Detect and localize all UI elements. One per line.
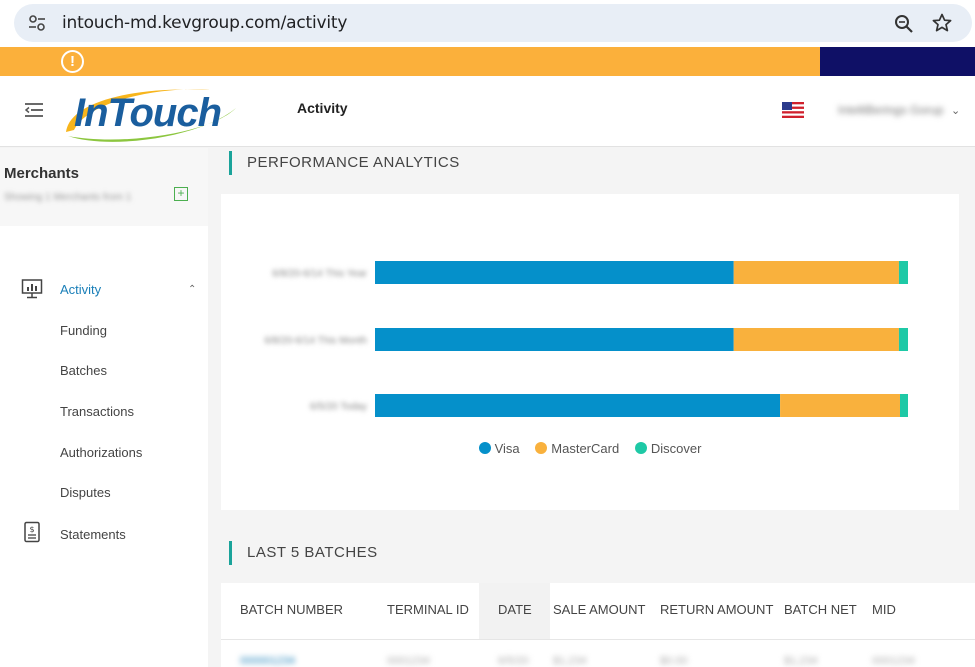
table-divider	[221, 639, 975, 640]
bar-segment-discover[interactable]	[898, 328, 908, 351]
bar-segment-mastercard[interactable]	[733, 261, 899, 284]
sidebar-item-transactions[interactable]: Transactions	[60, 404, 134, 419]
column-header-sale-amount[interactable]: SALE AMOUNT	[553, 602, 646, 617]
bar-segment-mastercard[interactable]	[780, 394, 901, 417]
merchants-count: Showing 1 Merchants from 1	[4, 192, 132, 203]
sidebar-item-authorizations[interactable]: Authorizations	[60, 445, 143, 460]
legend-item-visa[interactable]: Visa	[478, 441, 520, 456]
column-header-batch-net[interactable]: BATCH NET	[784, 602, 857, 617]
table-cell-sale-amount: $1,234	[553, 655, 587, 667]
statement-icon: $	[24, 521, 40, 543]
legend-dot-icon	[478, 442, 491, 454]
us-flag-icon[interactable]	[782, 102, 804, 118]
legend-dot-icon	[535, 442, 548, 454]
sidebar-item-statements[interactable]: Statements	[60, 527, 126, 542]
performance-analytics-title: PERFORMANCE ANALYTICS	[247, 154, 460, 171]
bar-segment-mastercard[interactable]	[733, 328, 899, 351]
section-accent-bar	[229, 541, 232, 565]
sidebar-item-funding[interactable]: Funding	[60, 323, 107, 338]
browser-toolbar: intouch-md.kevgroup.com/activity	[0, 0, 975, 47]
table-cell-terminal-id: 0001234	[387, 655, 430, 667]
address-bar[interactable]: intouch-md.kevgroup.com/activity	[14, 4, 972, 42]
url-text[interactable]: intouch-md.kevgroup.com/activity	[62, 13, 348, 33]
last-batches-title: LAST 5 BATCHES	[247, 544, 378, 561]
bar-segment-discover[interactable]	[898, 261, 908, 284]
chevron-down-icon[interactable]: ⌄	[951, 105, 961, 117]
column-header-terminal-id[interactable]: TERMINAL ID	[387, 602, 469, 617]
site-settings-icon[interactable]	[28, 14, 46, 32]
bar-segment-visa[interactable]	[375, 328, 734, 351]
chart-legend: Visa MasterCard Discover	[221, 441, 959, 456]
logo-text: InTouch	[74, 91, 221, 135]
table-cell-batch-number[interactable]: 000001234	[240, 655, 296, 667]
sidebar: Merchants Showing 1 Merchants from 1 + A…	[0, 148, 208, 667]
column-header-date[interactable]: DATE	[498, 602, 532, 617]
page-title: Activity	[297, 100, 348, 116]
table-cell-date: 6/5/20	[498, 655, 529, 667]
table-cell-batch-net: $1,234	[784, 655, 818, 667]
alert-icon[interactable]: !	[61, 50, 84, 73]
column-header-mid[interactable]: MID	[872, 602, 896, 617]
sorted-column-highlight	[479, 583, 550, 639]
table-cell-return-amount: $0.00	[660, 655, 688, 667]
sidebar-item-batches[interactable]: Batches	[60, 363, 107, 378]
section-accent-bar	[229, 151, 232, 175]
app-header: InTouch Activity IntelliBerings Gorup ⌄	[0, 76, 975, 147]
user-name[interactable]: IntelliBerings Gorup	[838, 103, 944, 117]
category-label: 6/5/20 Today	[310, 402, 367, 413]
chevron-up-icon[interactable]: ⌃	[188, 284, 197, 295]
alert-banner: !	[0, 47, 975, 76]
performance-chart: 6/8/20-6/14 This Year 6/8/20-6/14 This Mo…	[264, 261, 908, 417]
bookmark-star-icon[interactable]	[932, 13, 952, 33]
column-header-return-amount[interactable]: RETURN AMOUNT	[660, 602, 774, 617]
svg-text:$: $	[29, 525, 34, 534]
sidebar-item-activity[interactable]: Activity	[60, 282, 102, 297]
merchant-selector: Merchants Showing 1 Merchants from 1 +	[0, 148, 208, 226]
intouch-logo[interactable]: InTouch	[60, 80, 242, 144]
batches-table: BATCH NUMBER TERMINAL ID DATE SALE AMOUN…	[221, 583, 975, 667]
category-label: 6/8/20-6/14 This Month	[264, 336, 367, 347]
bar-segment-discover[interactable]	[900, 394, 908, 417]
merchants-title: Merchants	[4, 165, 80, 182]
menu-toggle-icon[interactable]	[25, 102, 43, 118]
legend-item-discover[interactable]: Discover	[634, 441, 701, 456]
alert-banner-accent	[820, 47, 975, 76]
monitor-chart-icon	[21, 279, 43, 299]
bar-segment-visa[interactable]	[375, 261, 734, 284]
bar-segment-visa[interactable]	[375, 394, 781, 417]
sidebar-item-disputes[interactable]: Disputes	[60, 485, 111, 500]
legend-item-mastercard[interactable]: MasterCard	[535, 441, 619, 456]
add-merchant-icon[interactable]: +	[174, 187, 188, 201]
category-label: 6/8/20-6/14 This Year	[272, 269, 368, 280]
zoom-icon[interactable]	[894, 14, 914, 34]
table-cell-mid: 0001234	[872, 655, 915, 667]
performance-chart-card: 6/8/20-6/14 This Year 6/8/20-6/14 This Mo…	[221, 194, 959, 510]
column-header-batch-number[interactable]: BATCH NUMBER	[240, 602, 344, 617]
legend-dot-icon	[634, 442, 647, 454]
